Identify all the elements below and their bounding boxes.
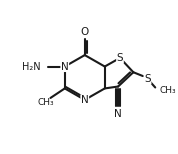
Text: CH₃: CH₃: [37, 98, 54, 107]
Text: CH₃: CH₃: [160, 86, 177, 95]
Text: O: O: [81, 27, 89, 37]
Text: N: N: [81, 95, 89, 105]
Text: N: N: [61, 62, 69, 71]
Text: S: S: [144, 74, 151, 84]
Text: H₂N: H₂N: [22, 62, 41, 71]
Text: N: N: [114, 109, 122, 119]
Text: S: S: [117, 53, 123, 63]
